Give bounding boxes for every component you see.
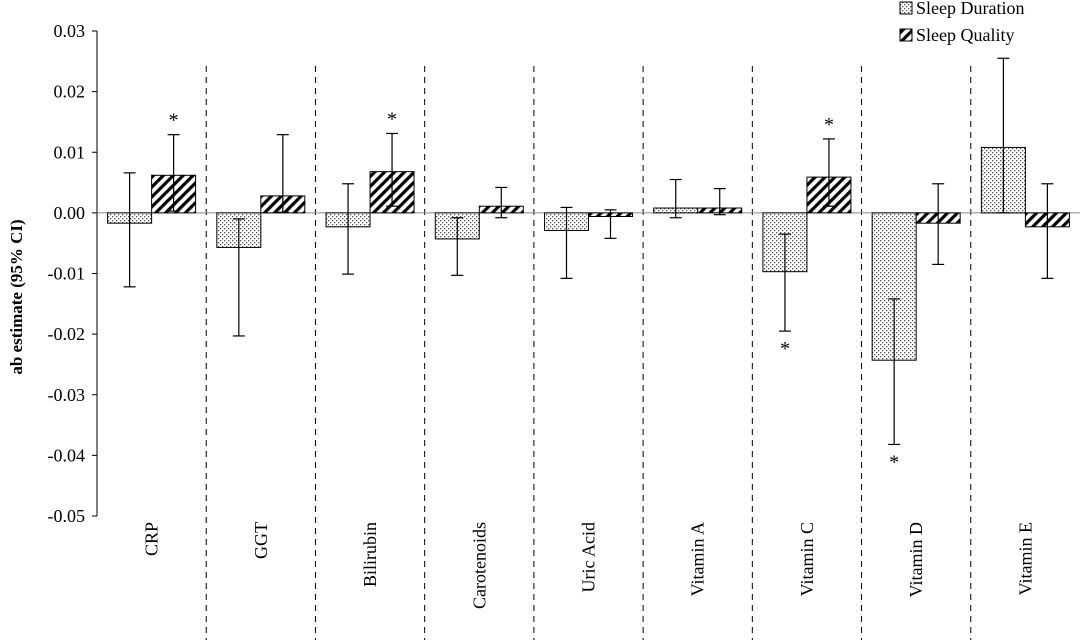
legend: Sleep Duration Sleep Quality — [899, 0, 1024, 45]
category-labels: CRP GGT Bilirubin Carotenoids Uric Acid Vitam… — [142, 522, 1036, 609]
error-bars — [123, 57, 1054, 446]
category-label: Bilirubin — [360, 522, 380, 587]
y-tick-label: 0.03 — [54, 21, 86, 41]
legend-swatch-sleep-quality — [899, 28, 913, 42]
y-tick-label: -0.03 — [48, 385, 86, 405]
category-label: Vitamin E — [1015, 522, 1035, 595]
legend-label: Sleep Quality — [916, 25, 1014, 45]
category-label: Vitamin D — [906, 522, 926, 597]
category-label: Carotenoids — [469, 522, 489, 609]
y-tick-label: -0.02 — [48, 324, 86, 344]
significance-star: * — [889, 451, 899, 473]
category-label: Vitamin C — [797, 522, 817, 596]
y-axis-title: ab estimate (95% CI) — [7, 219, 26, 374]
significance-markers: * * * * * — [169, 108, 900, 473]
y-tick-label: 0.02 — [54, 82, 86, 102]
y-tick-label: -0.01 — [48, 264, 86, 284]
significance-star: * — [780, 338, 790, 360]
significance-star: * — [169, 110, 179, 132]
y-tick-label: 0.00 — [54, 203, 86, 223]
y-tick-label: -0.04 — [48, 445, 86, 465]
category-label: GGT — [251, 522, 271, 559]
category-label: CRP — [142, 522, 162, 556]
y-axis: 0.03 0.02 0.01 0.00 -0.01 -0.02 -0.03 -0.04 -0.0… — [48, 21, 1080, 526]
category-separators — [205, 66, 972, 640]
category-label: Uric Acid — [579, 522, 599, 592]
category-label: Vitamin A — [688, 522, 708, 596]
significance-star: * — [387, 108, 397, 130]
y-tick-label: -0.05 — [48, 506, 86, 526]
bars — [107, 146, 1070, 361]
legend-label: Sleep Duration — [916, 0, 1024, 18]
significance-star: * — [824, 114, 834, 136]
legend-swatch-sleep-duration — [899, 1, 913, 15]
y-tick-label: 0.01 — [54, 142, 86, 162]
